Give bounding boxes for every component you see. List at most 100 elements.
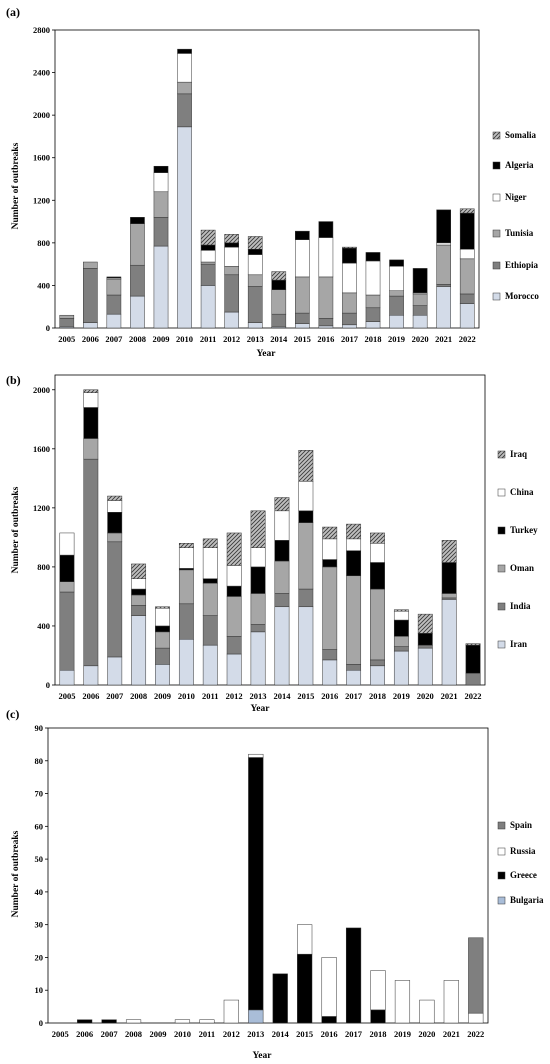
x-tick-label: 2016 [321,691,338,701]
legend-swatch-tunisia [492,229,501,238]
panel-label-a: (a) [6,5,20,19]
bar-segment-ethiopia-2018 [365,307,381,322]
y-tick-label: 2400 [33,68,50,78]
x-tick-label: 2008 [130,691,147,701]
bar-segment-algeria-2009 [153,165,169,173]
bar-segment-greece-2018 [370,1009,386,1024]
bar-segment-ethiopia-2014 [271,313,287,328]
bar-segment-tunisia-2014 [271,289,287,315]
x-tick-label: 2008 [125,1029,142,1039]
x-tick-label: 2018 [370,1029,387,1039]
legend-swatch-turkey [497,526,506,535]
x-tick-label: 2014 [273,691,291,701]
bar-segment-turkey-2016 [322,559,338,568]
bar-segment-morocco-2010 [177,126,192,329]
x-tick-label: 2016 [317,334,334,344]
bar-segment-algeria-2010 [177,48,192,54]
x-tick-label: 2013 [250,691,267,701]
bar-segment-india-2015 [298,588,314,608]
bar-segment-greece-2016 [321,1016,337,1024]
bar-segment-tunisia-2018 [365,294,381,309]
bar-segment-tunisia-2011 [200,261,216,265]
x-tick-label: 2006 [76,1029,93,1039]
bar-segment-iran-2012 [226,653,242,686]
legend-label-morocco: Morocco [505,291,539,301]
legend-label-somalia: Somalia [505,130,537,140]
y-tick-label: 800 [37,238,50,248]
x-tick-label: 2012 [223,334,240,344]
bar-segment-iraq-2007 [107,495,123,501]
x-tick-label: 2005 [58,334,75,344]
bar-segment-niger-2021 [436,242,451,246]
bar-segment-iraq-2014 [274,497,290,512]
x-tick-label: 2014 [272,1029,290,1039]
bar-segment-india-2007 [107,541,123,658]
bar-segment-turkey-2014 [274,540,290,562]
x-tick-label: 2010 [174,1029,191,1039]
x-tick-label: 2015 [294,334,311,344]
bar-segment-somalia-2022 [459,208,475,214]
legend-swatch-ethiopia [492,261,501,270]
plot-frame-b [54,374,486,686]
bar-segment-algeria-2011 [200,244,216,251]
y-tick-label: 1200 [33,195,50,205]
y-tick-label: 2800 [33,25,50,35]
x-tick-label: 2021 [443,1029,460,1039]
x-tick-label: 2006 [82,334,99,344]
bar-segment-niger-2011 [200,250,216,263]
legend-label-greece: Greece [510,870,537,880]
bar-segment-tunisia-2009 [153,191,169,218]
legend-swatch-iraq [497,450,506,459]
bar-segment-oman-2021 [441,593,457,599]
bar-segment-tunisia-2021 [436,244,451,285]
legend-label-india: India [510,601,531,611]
bar-segment-spain-2022 [468,937,484,1014]
bar-segment-india-2010 [178,603,194,640]
x-tick-label: 2007 [101,1029,119,1039]
bar-segment-oman-2015 [298,522,314,590]
bar-segment-ethiopia-2005 [59,318,75,328]
bar-segment-morocco-2018 [365,321,381,329]
bar-segment-ethiopia-2006 [83,268,98,323]
x-tick-label: 2009 [150,1029,167,1039]
bar-segment-algeria-2007 [106,276,122,279]
bar-segment-oman-2005 [59,581,75,593]
bar-segment-iraq-2011 [202,538,218,548]
bar-segment-turkey-2013 [250,566,266,594]
x-tick-label: 2011 [202,691,219,701]
bar-segment-india-2006 [83,458,99,667]
bar-segment-turkey-2005 [59,554,75,582]
x-tick-label: 2017 [345,691,363,701]
x-tick-label: 2020 [418,1029,435,1039]
x-tick-label: 2015 [297,691,314,701]
bar-segment-tunisia-2019 [389,290,404,297]
bar-segment-oman-2019 [393,636,409,647]
bar-segment-morocco-2008 [130,295,145,329]
bar-segment-iraq-2010 [178,543,194,548]
bar-segment-iran-2013 [250,631,266,686]
bar-segment-niger-2022 [459,248,475,260]
bar-segment-iraq-2018 [370,532,385,544]
bar-segment-russia-2018 [370,970,386,1011]
x-tick-label: 2011 [200,334,217,344]
bar-segment-iran-2006 [83,665,99,686]
bar-segment-china-2008 [131,578,147,590]
bar-segment-russia-2022 [468,1012,484,1024]
x-tick-label: 2012 [226,691,243,701]
bar-segment-india-2017 [346,664,362,671]
x-tick-label: 2011 [199,1029,216,1039]
bar-segment-tunisia-2007 [106,278,122,296]
bar-segment-morocco-2012 [224,311,239,329]
x-tick-label: 2008 [129,334,146,344]
bar-segment-russia-2021 [443,980,459,1024]
legend-label-china: China [510,487,534,497]
bar-segment-india-2016 [322,649,338,661]
bar-segment-turkey-2007 [107,512,123,534]
bar-segment-niger-2009 [153,172,169,193]
bar-segment-oman-2011 [202,582,218,616]
bar-segment-ethiopia-2013 [247,286,263,323]
legend-label-bulgaria: Bulgaria [510,895,544,905]
bar-segment-iraq-2019 [393,609,409,612]
y-axis-label-a: Number of outbreaks [11,142,21,229]
legend-swatch-niger [492,193,501,202]
